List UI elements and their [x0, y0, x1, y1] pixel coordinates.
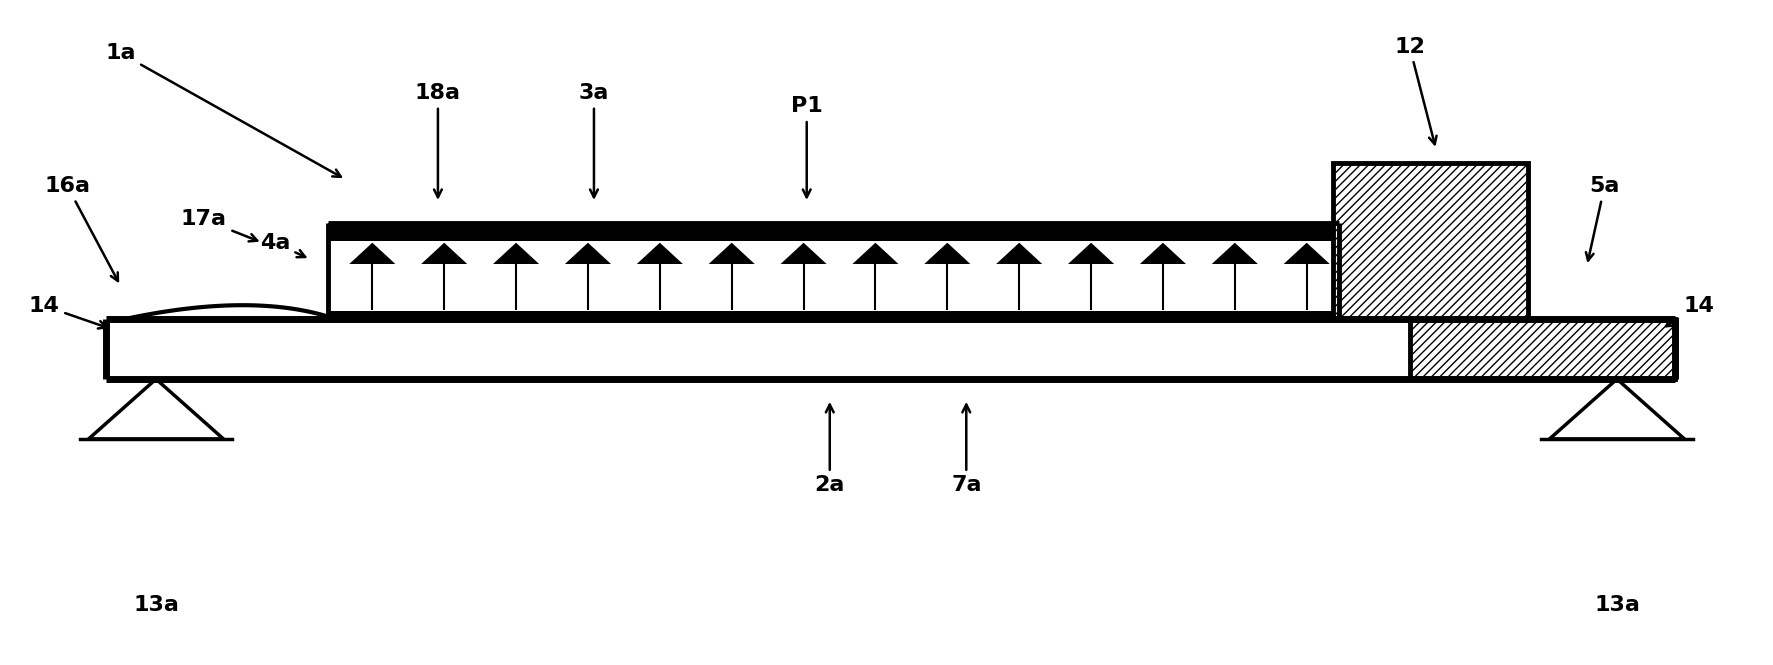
Polygon shape	[996, 243, 1043, 264]
Text: 1a: 1a	[105, 43, 340, 177]
Polygon shape	[637, 243, 683, 264]
Polygon shape	[349, 243, 395, 264]
Text: 16a: 16a	[44, 176, 119, 281]
Bar	[106, 319, 1675, 379]
Text: 12: 12	[1394, 37, 1436, 144]
Polygon shape	[1211, 243, 1257, 264]
Text: 18a: 18a	[415, 83, 461, 198]
Polygon shape	[89, 379, 223, 439]
Text: 17a: 17a	[181, 209, 257, 241]
Polygon shape	[853, 243, 899, 264]
Polygon shape	[1550, 379, 1684, 439]
Polygon shape	[566, 243, 612, 264]
Text: 4a: 4a	[259, 233, 305, 257]
Text: 14: 14	[28, 296, 106, 329]
Text: 14: 14	[1667, 296, 1714, 327]
Polygon shape	[422, 243, 468, 264]
Text: 2a: 2a	[814, 404, 846, 495]
Bar	[328, 223, 1339, 319]
Polygon shape	[1284, 243, 1330, 264]
Bar	[1410, 319, 1675, 379]
Text: 3a: 3a	[578, 83, 610, 198]
Text: 7a: 7a	[950, 404, 982, 495]
Text: 13a: 13a	[1594, 595, 1640, 615]
Polygon shape	[924, 243, 970, 264]
Polygon shape	[709, 243, 755, 264]
Text: P1: P1	[791, 96, 823, 198]
Bar	[328, 311, 1339, 319]
Text: 13a: 13a	[133, 595, 179, 615]
Bar	[1333, 163, 1528, 319]
Polygon shape	[1140, 243, 1186, 264]
Text: 5a: 5a	[1585, 176, 1621, 261]
Polygon shape	[780, 243, 826, 264]
Bar	[328, 223, 1339, 241]
Polygon shape	[1067, 243, 1113, 264]
Polygon shape	[493, 243, 539, 264]
